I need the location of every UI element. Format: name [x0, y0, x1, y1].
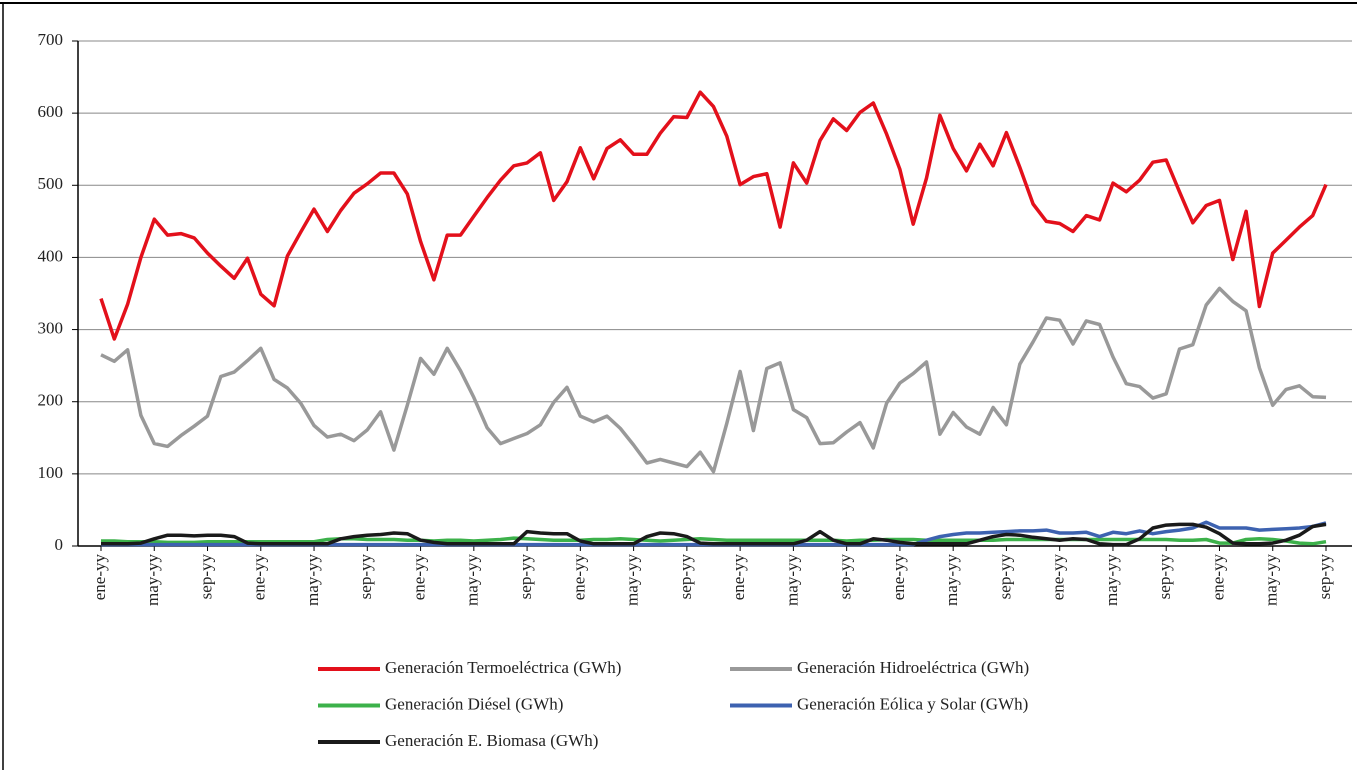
x-tick-label: ene-yy	[729, 554, 748, 601]
x-tick-label: sep-yy	[676, 554, 695, 600]
y-tick-label: 600	[38, 102, 64, 121]
y-tick-label: 100	[38, 463, 64, 482]
y-tick-label: 400	[38, 246, 64, 265]
x-tick-label: ene-yy	[90, 554, 109, 601]
y-tick-label: 300	[38, 318, 64, 337]
x-tick-label: may-yy	[1102, 554, 1121, 606]
x-tick-label: sep-yy	[356, 554, 375, 600]
x-tick-label: sep-yy	[1315, 554, 1334, 600]
series-line	[99, 90, 1328, 341]
x-tick-label: sep-yy	[196, 554, 215, 600]
x-tick-label: sep-yy	[995, 554, 1014, 600]
x-tick-label: may-yy	[143, 554, 162, 606]
x-tick-label: may-yy	[1262, 554, 1281, 606]
legend-label: Generación Diésel (GWh)	[385, 694, 563, 713]
y-tick-label: 500	[38, 174, 64, 193]
x-tick-label: may-yy	[463, 554, 482, 606]
legend-label: Generación Termoeléctrica (GWh)	[385, 658, 621, 677]
y-tick-label: 200	[38, 391, 64, 410]
x-tick-label: ene-yy	[889, 554, 908, 601]
x-tick-label: ene-yy	[1049, 554, 1068, 601]
x-tick-label: ene-yy	[250, 554, 269, 601]
legend-label: Generación Eólica y Solar (GWh)	[797, 694, 1028, 713]
series-line	[101, 522, 1327, 547]
series-line	[100, 286, 1327, 474]
x-tick-label: sep-yy	[1155, 554, 1174, 600]
y-tick-label: 700	[38, 30, 64, 49]
y-tick-label: 0	[55, 535, 64, 554]
x-tick-label: ene-yy	[409, 554, 428, 601]
legend-label: Generación E. Biomasa (GWh)	[385, 731, 598, 750]
series-line	[101, 536, 1327, 546]
x-tick-label: sep-yy	[836, 554, 855, 600]
x-tick-label: ene-yy	[1208, 554, 1227, 601]
x-tick-label: may-yy	[782, 554, 801, 606]
x-tick-label: may-yy	[623, 554, 642, 606]
x-tick-label: may-yy	[942, 554, 961, 606]
x-tick-label: ene-yy	[569, 554, 588, 601]
x-tick-label: sep-yy	[516, 554, 535, 600]
x-tick-label: may-yy	[303, 554, 322, 606]
legend-label: Generación Hidroeléctrica (GWh)	[797, 658, 1029, 677]
